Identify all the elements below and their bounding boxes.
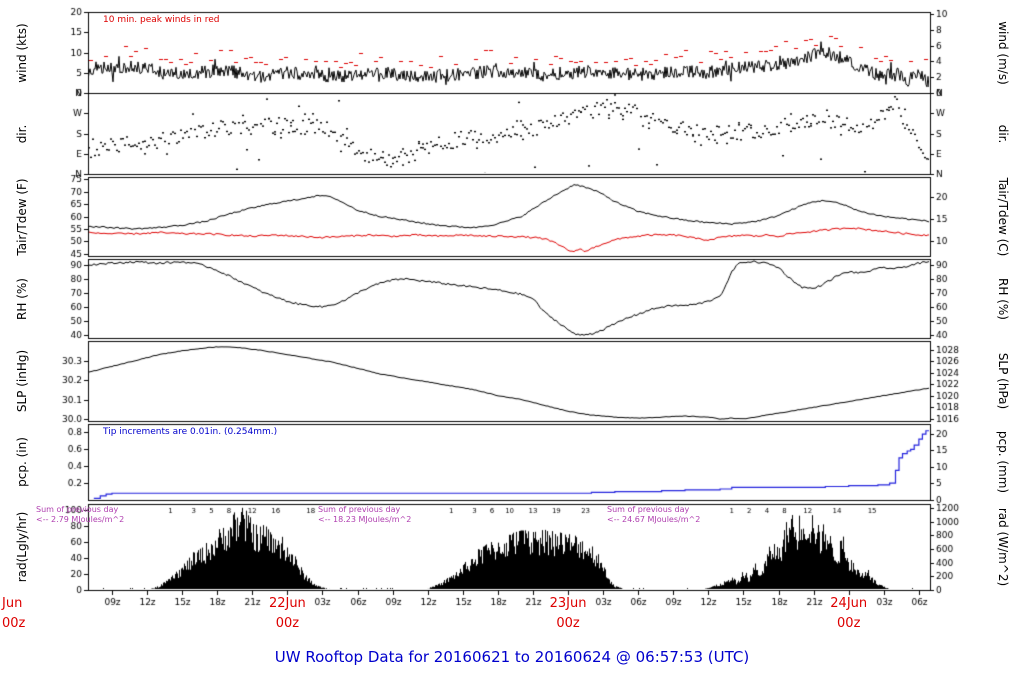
x-axis-date-label: 23Jun 00z (549, 596, 587, 632)
axis-title-right-rad: rad (W/m^2) (996, 507, 1010, 587)
axis-title-left-dir: dir. (15, 124, 29, 143)
axis-title-left-slp: SLP (inHg) (15, 349, 29, 413)
rad-sum-line1: Sum of previous day (36, 505, 119, 514)
rad-sum-line2: <-- 18.23 MJoules/m^2 (318, 515, 412, 525)
axis-title-right-temp: Tair/Tdew (C) (996, 177, 1010, 256)
precip-tip-note: Tip increments are 0.01in. (0.254mm.) (103, 427, 278, 437)
axis-title-left-rad: rad(Lgly/hr) (15, 511, 29, 583)
axis-title-right-pcp: pcp. (mm) (996, 430, 1010, 494)
rad-sum-line1: Sum of previous day (607, 505, 690, 514)
axis-title-right-dir: dir. (996, 124, 1010, 143)
rad-sum-line1: Sum of previous day (318, 505, 401, 514)
axis-title-left-wind: wind (kts) (15, 22, 29, 83)
axis-title-right-rh: RH (%) (996, 277, 1010, 320)
axis-title-left-temp: Tair/Tdew (F) (15, 177, 29, 256)
axis-title-left-rh: RH (%) (15, 277, 29, 320)
chart-title: UW Rooftop Data for 20160621 to 20160624… (274, 648, 750, 666)
rad-sum-line2: <-- 2.79 MJoules/m^2 (36, 515, 125, 525)
wind-peak-note: 10 min. peak winds in red (103, 15, 220, 25)
axis-title-left-pcp: pcp. (in) (15, 437, 29, 487)
x-axis-date-label-partial: Jun 00z (2, 596, 26, 632)
x-axis-date-label: 22Jun 00z (268, 596, 306, 632)
rad-sum-line2: <-- 24.67 MJoules/m^2 (607, 515, 701, 525)
x-axis-date-label: 24Jun 00z (830, 596, 868, 632)
rad-sum-annotation: Sum of previous day <-- 18.23 MJoules/m^… (318, 505, 411, 526)
axis-title-right-slp: SLP (hPa) (996, 352, 1010, 410)
axis-title-right-wind: wind (m/s) (996, 20, 1010, 85)
rad-sum-annotation: Sum of previous day <-- 24.67 MJoules/m^… (607, 505, 700, 526)
rad-sum-annotation: Sum of previous day <-- 2.79 MJoules/m^2 (36, 505, 124, 526)
